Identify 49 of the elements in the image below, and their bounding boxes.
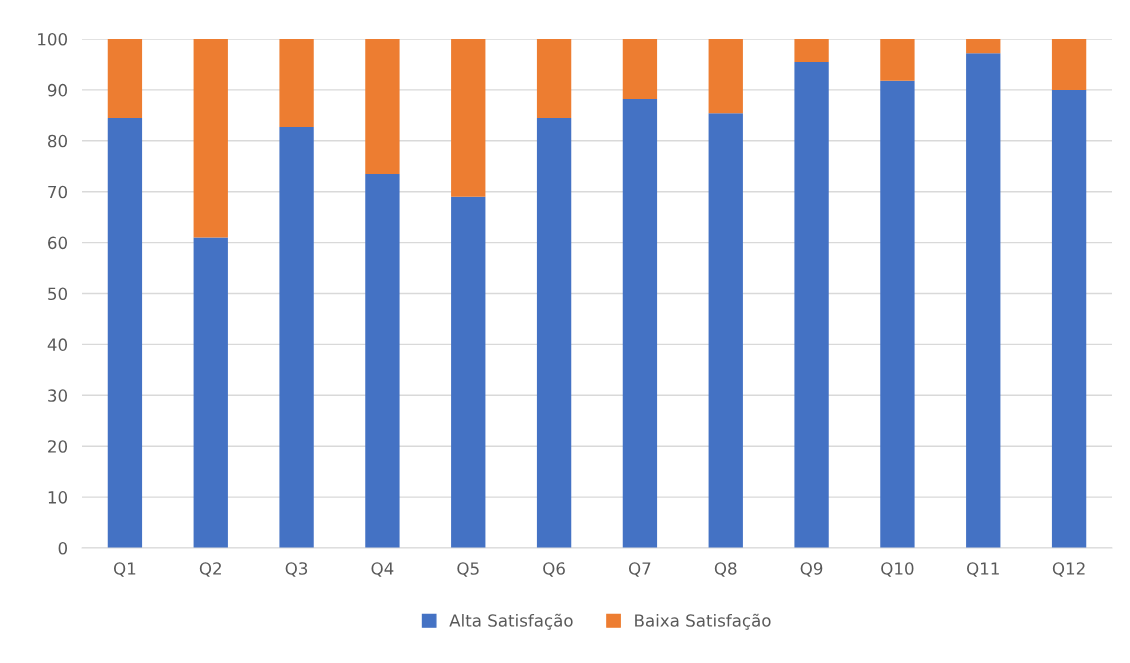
y-tick-label: 30	[48, 389, 67, 402]
bar	[966, 39, 1001, 54]
x-tick-label: Q11	[967, 562, 999, 577]
x-tick-label: Q12	[1052, 562, 1085, 577]
bar	[880, 80, 915, 548]
bar	[451, 196, 486, 548]
bar	[193, 39, 228, 238]
bar	[536, 117, 572, 548]
x-tick-label: Q9	[800, 562, 823, 577]
bar	[622, 39, 658, 100]
bar	[451, 39, 486, 197]
bar	[708, 39, 743, 114]
bar	[107, 117, 143, 548]
bar	[708, 113, 743, 548]
y-tick-label: 80	[48, 134, 67, 148]
y-tick-label: 40	[47, 338, 67, 351]
bar	[794, 61, 829, 548]
y-tick-label: 10	[48, 491, 67, 504]
bar	[279, 127, 314, 548]
bar	[536, 39, 572, 118]
x-tick-label: Q5	[457, 562, 479, 577]
legend-label: Alta Satisfação	[449, 613, 573, 630]
bar	[193, 237, 228, 548]
y-tick-label: 50	[48, 287, 67, 301]
y-tick-label: 60	[48, 236, 67, 250]
bar	[966, 53, 1001, 548]
x-tick-label: Q2	[199, 562, 221, 577]
x-tick-label: Q10	[881, 562, 914, 577]
bar	[1051, 39, 1087, 90]
x-tick-label: Q8	[714, 562, 737, 577]
bar	[365, 39, 400, 174]
x-tick-label: Q7	[628, 562, 651, 577]
y-tick-label: 100	[38, 32, 67, 46]
y-tick-label: 70	[48, 185, 67, 199]
bar	[622, 99, 658, 548]
bar	[365, 173, 400, 548]
x-tick-label: Q6	[543, 562, 565, 577]
y-tick-label: 0	[58, 541, 67, 555]
bar	[1051, 89, 1087, 548]
x-tick-label: Q4	[371, 562, 394, 577]
y-tick-label: 90	[47, 83, 67, 97]
y-tick-label: 20	[48, 440, 67, 453]
bar	[279, 39, 314, 128]
legend-label: Baixa Satisfação	[635, 613, 771, 630]
bar	[880, 39, 915, 81]
x-tick-label: Q1	[113, 562, 136, 577]
bar	[107, 39, 143, 118]
x-tick-label: Q3	[285, 562, 308, 577]
bar	[794, 39, 829, 62]
